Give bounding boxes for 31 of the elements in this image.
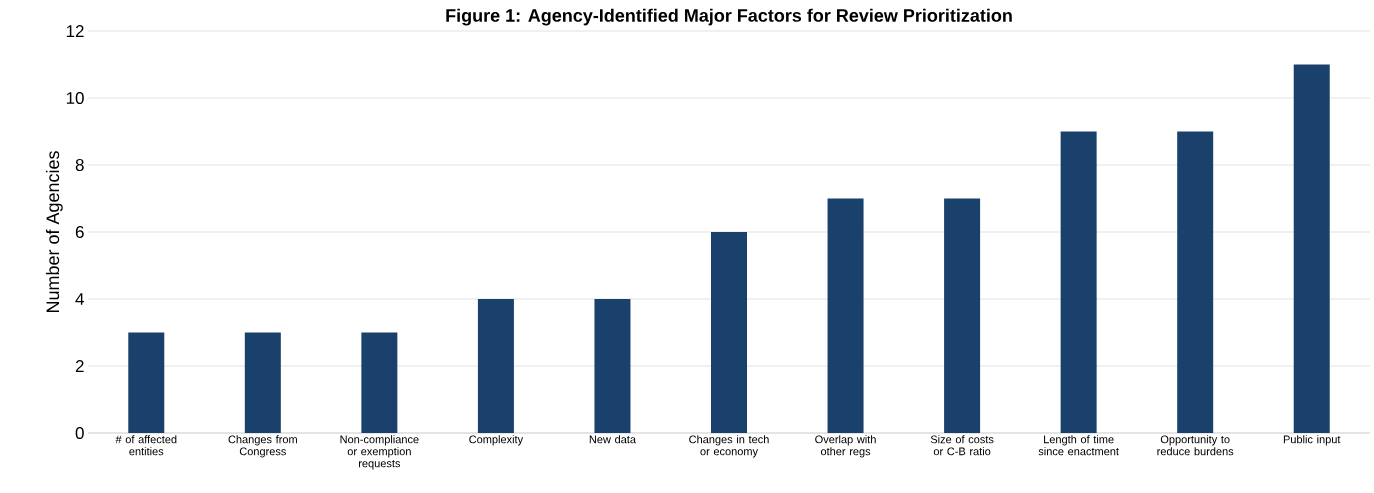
bar bbox=[128, 332, 165, 433]
y-axis-title: Number of Agencies bbox=[45, 151, 63, 313]
x-tick-label: Size of costs or C-B ratio bbox=[930, 435, 994, 456]
bar bbox=[827, 198, 864, 433]
bar bbox=[711, 232, 747, 433]
y-tick-label: 6 bbox=[75, 225, 84, 239]
x-tick-label: Overlap with other regs bbox=[815, 435, 876, 458]
x-tick-label: Complexity bbox=[469, 435, 524, 446]
x-tick-label: Changes from Congress bbox=[228, 435, 297, 458]
y-tick-label: 2 bbox=[75, 360, 84, 372]
x-tick-label: Length of time since enactment bbox=[1038, 435, 1119, 456]
y-tick-label: 12 bbox=[66, 25, 84, 37]
x-tick-label: Changes in tech or economy bbox=[689, 435, 769, 458]
x-tick-label: Opportunity to reduce burdens bbox=[1157, 435, 1234, 456]
x-tick-label: # of affected entities bbox=[115, 435, 177, 456]
y-tick-label: 0 bbox=[75, 426, 84, 440]
x-tick-label: New data bbox=[589, 435, 636, 444]
bar bbox=[361, 332, 398, 433]
bar bbox=[244, 332, 281, 433]
bar bbox=[594, 299, 631, 433]
y-tick-label: 4 bbox=[75, 293, 84, 305]
bar bbox=[1177, 131, 1214, 433]
bar bbox=[477, 299, 514, 433]
x-tick-label: Non-compliance or exemption requests bbox=[340, 435, 419, 470]
chart-title: Figure 1: Agency-Identified Major Factors for Review Prioritization bbox=[446, 8, 1012, 26]
x-tick-label: Public input bbox=[1283, 435, 1341, 446]
y-tick-label: 8 bbox=[75, 158, 84, 172]
y-tick-label: 10 bbox=[66, 91, 84, 105]
bar bbox=[1293, 64, 1330, 433]
bar bbox=[1060, 131, 1097, 433]
bar bbox=[944, 198, 981, 433]
